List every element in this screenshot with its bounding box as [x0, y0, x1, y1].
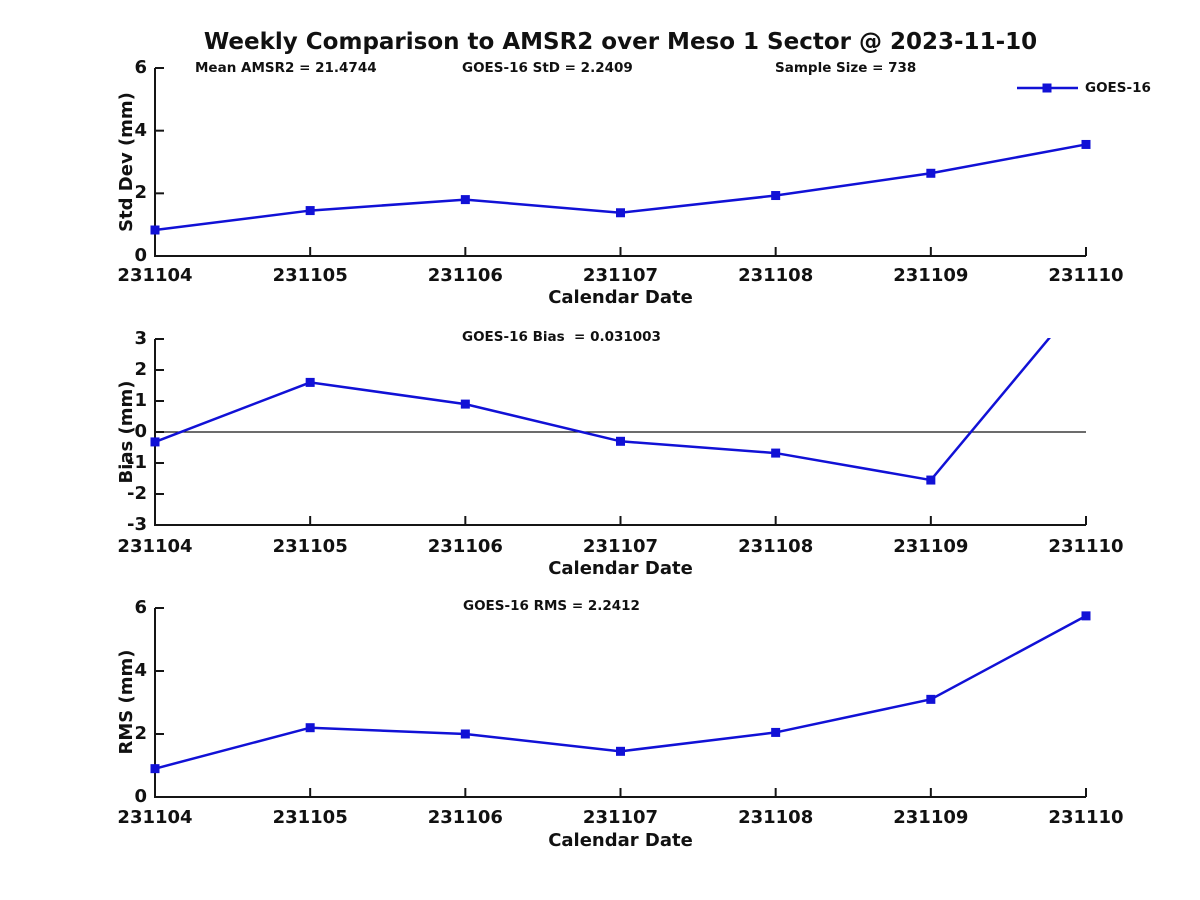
- x-tick-label-bias: 231107: [582, 536, 659, 557]
- x-tick-label-std-dev: 231109: [893, 265, 969, 286]
- y-tick-label-std-dev: 6: [134, 57, 147, 78]
- x-tick-label-std-dev: 231104: [117, 265, 193, 286]
- x-tick-label-std-dev: 231105: [272, 265, 348, 286]
- subplot-std-dev: [150, 67, 1091, 257]
- annotation-goes16-std: GOES-16 StD = 2.2409: [462, 60, 633, 76]
- x-axis-label-calendar-date-1: Calendar Date: [548, 287, 693, 308]
- annotation-mean-amsr2: Mean AMSR2 = 21.4744: [195, 60, 377, 76]
- x-tick-label-rms: 231108: [738, 807, 814, 828]
- y-tick-label-bias: 0: [134, 421, 147, 442]
- y-axis-label-std-dev: Std Dev (mm): [116, 92, 137, 232]
- x-tick-label-rms: 231109: [893, 807, 969, 828]
- subplot-rms: [150, 607, 1091, 798]
- y-tick-label-bias: -3: [127, 514, 147, 535]
- y-tick-label-rms: 4: [134, 660, 147, 681]
- y-tick-label-std-dev: 2: [134, 182, 147, 204]
- page-title: Weekly Comparison to AMSR2 over Meso 1 S…: [203, 29, 1038, 55]
- annotation-sample-size: Sample Size = 738: [775, 60, 917, 76]
- legend-marker-sample: [1017, 83, 1078, 93]
- y-tick-label-bias: 1: [134, 390, 147, 411]
- y-axis-label-rms: RMS (mm): [116, 649, 137, 755]
- x-tick-label-bias: 231105: [272, 536, 348, 557]
- subplot-bias: [150, 338, 1087, 526]
- y-tick-label-rms: 0: [134, 786, 147, 807]
- x-tick-label-rms: 231110: [1048, 807, 1124, 828]
- y-tick-label-rms: 2: [134, 723, 147, 744]
- x-tick-label-rms: 231107: [582, 807, 659, 828]
- x-tick-label-std-dev: 231107: [582, 265, 659, 286]
- x-tick-label-bias: 231104: [117, 536, 193, 557]
- x-tick-label-bias: 231106: [427, 536, 503, 557]
- y-tick-label-bias: -2: [127, 483, 147, 504]
- y-tick-label-bias: 3: [134, 328, 147, 349]
- legend-entry-goes16: GOES-16: [1085, 80, 1151, 96]
- annotation-goes16-rms: GOES-16 RMS = 2.2412: [463, 598, 640, 614]
- x-tick-label-rms: 231104: [117, 807, 193, 828]
- x-tick-label-rms: 231105: [272, 807, 348, 828]
- y-tick-label-bias: 2: [134, 359, 147, 380]
- y-tick-label-std-dev: 0: [134, 245, 147, 266]
- x-tick-label-rms: 231106: [427, 807, 503, 828]
- x-tick-label-std-dev: 231108: [738, 265, 814, 286]
- y-tick-label-rms: 6: [134, 597, 147, 618]
- x-tick-label-bias: 231109: [893, 536, 969, 557]
- x-tick-label-bias: 231110: [1048, 536, 1124, 557]
- x-tick-label-std-dev: 231110: [1048, 265, 1124, 286]
- y-tick-label-std-dev: 4: [134, 119, 147, 141]
- y-tick-label-bias: -1: [127, 452, 147, 473]
- x-axis-label-calendar-date-2: Calendar Date: [548, 558, 693, 579]
- x-axis-label-calendar-date-3: Calendar Date: [548, 830, 693, 851]
- x-tick-label-bias: 231108: [738, 536, 814, 557]
- annotation-goes16-bias: GOES-16 Bias = 0.031003: [462, 329, 661, 345]
- x-tick-label-std-dev: 231106: [427, 265, 503, 286]
